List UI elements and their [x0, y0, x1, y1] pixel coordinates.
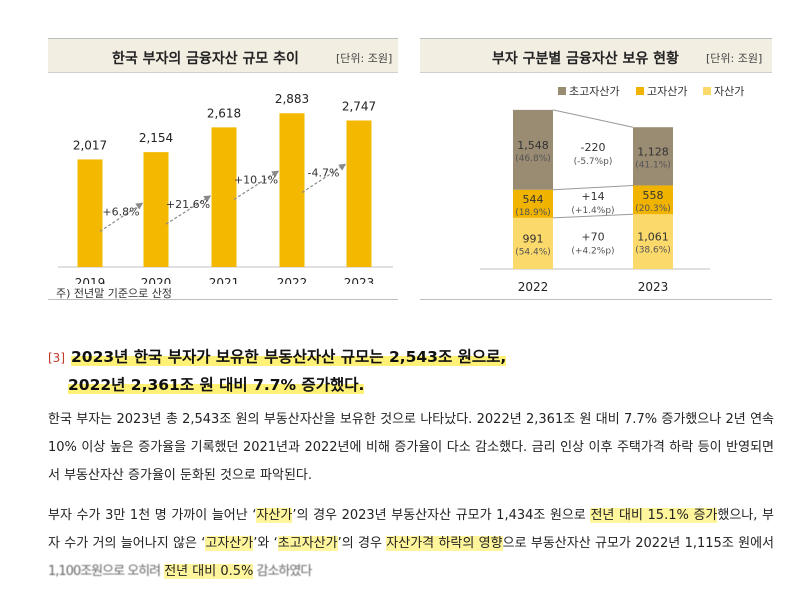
para-text: 으로 부동산자산 규모가 2022년 1,115조 원에서	[502, 536, 774, 551]
financial-assets-trend-chart: 한국 부자의 금융자산 규모 추이 [단위: 조원] 2,017 2019 2,15…	[48, 38, 398, 300]
stacked-bar-segment	[633, 185, 673, 215]
growth-arrow	[233, 170, 280, 200]
bar-value-label: 2,883	[275, 92, 309, 106]
bar-chart-svg: 2,017 2019 2,154 2020 2,618 2021 2,883 2022 2,74…	[58, 92, 393, 284]
stacked-bar-segment	[513, 109, 553, 190]
x-tick-label: 2023	[344, 276, 375, 284]
stacked-bar-chart-svg: 초고자산가 고자산가 자산가 991 (54.4%) 544 (18.9%) 1,548 (46…	[480, 85, 744, 294]
legend-label: 초고자산가	[569, 85, 620, 98]
change-value-label: +14	[581, 190, 604, 203]
segment-value-label: 558	[643, 189, 664, 202]
growth-arrow	[165, 195, 212, 225]
segment-share-label: (20.3%)	[635, 204, 671, 214]
x-tick-label: 2023	[638, 280, 669, 294]
bar-value-label: 2,017	[73, 138, 107, 152]
bar-value-label: 2,618	[207, 106, 241, 120]
chart-unit: [단위: 조원]	[706, 52, 763, 65]
highlight-text: 전년 대비 15.1% 증가	[590, 508, 718, 523]
highlight-text: 자산가격 하락의 영향	[386, 536, 503, 551]
segment-share-label: (54.4%)	[515, 247, 551, 257]
highlight-text: 전년 대비 0.5%	[164, 564, 254, 579]
bar	[143, 152, 169, 267]
legend-swatch	[558, 87, 566, 95]
body-paragraph-2: 부자 수가 3만 1천 명 가까이 늘어난 ‘자산가’의 경우 2023년 부동…	[48, 502, 774, 586]
bar-value-label: 2,154	[139, 131, 173, 145]
x-tick-label: 2022	[277, 276, 308, 284]
blurred-text: 1,100조원으로 오히려	[48, 564, 161, 579]
section-heading: [3] 2023년 한국 부자가 보유한 부동산자산 규모는 2,543조 원으로…	[48, 344, 507, 399]
chart-title: 부자 구분별 금융자산 보유 현황	[492, 51, 679, 67]
change-value-label: +70	[581, 231, 604, 244]
heading-line-1: 2023년 한국 부자가 보유한 부동산자산 규모는 2,543조 원으로,	[71, 348, 507, 366]
change-value-label: -220	[581, 141, 606, 154]
stacked-bar-segment	[633, 127, 673, 186]
bar	[211, 127, 237, 267]
change-share-label: (+1.4%p)	[571, 206, 614, 216]
segment-value-label: 544	[523, 193, 544, 206]
segment-value-label: 1,128	[637, 145, 669, 158]
bar	[77, 159, 103, 267]
body-paragraph-1: 한국 부자는 2023년 총 2,543조 원의 부동산자산을 보유한 것으로 …	[48, 412, 774, 483]
connector-line	[552, 184, 634, 191]
segment-share-label: (38.6%)	[635, 246, 671, 256]
legend-swatch	[636, 87, 644, 95]
growth-label: +10.1%	[234, 173, 278, 186]
para-text: ’와 ‘	[253, 536, 278, 551]
x-tick-label: 2022	[518, 280, 549, 294]
x-tick-label: 2019	[75, 276, 106, 284]
bar	[279, 113, 305, 267]
section-number: [3]	[48, 351, 65, 365]
growth-label: +6.8%	[102, 205, 139, 218]
segment-share-label: (46.8%)	[515, 154, 551, 164]
stacked-bar-segment	[513, 217, 553, 269]
growth-arrow	[301, 163, 347, 193]
blurred-text: 감소하였다	[253, 564, 312, 579]
change-share-label: (+4.2%p)	[571, 247, 614, 257]
legend-label: 자산가	[714, 85, 744, 98]
stacked-bar-segment	[633, 214, 673, 269]
segment-value-label: 1,061	[637, 231, 669, 244]
para-text: 부자 수가 3만 1천 명 가까이 늘어난 ‘	[48, 508, 257, 523]
x-tick-label: 2021	[209, 276, 240, 284]
connector-line	[552, 213, 634, 219]
asset-holdings-by-group-chart: 부자 구분별 금융자산 보유 현황 [단위: 조원] 초고자산가 고자산가 자산가 9…	[420, 38, 772, 300]
chart-header: 한국 부자의 금융자산 규모 추이 [단위: 조원]	[48, 39, 398, 73]
growth-arrow	[99, 202, 144, 232]
para-text: ’의 경우	[337, 536, 387, 551]
highlight-text: 초고자산가	[277, 536, 338, 551]
segment-value-label: 991	[523, 232, 544, 245]
chart-footnote: 주) 전년말 기준으로 산정	[56, 287, 172, 300]
stacked-bar-segment	[513, 189, 553, 218]
chart-unit: [단위: 조원]	[336, 52, 393, 65]
heading-line-2: 2022년 2,361조 원 대비 7.7% 증가했다.	[68, 376, 365, 394]
highlight-text: 자산가	[256, 508, 293, 523]
segment-share-label: (18.9%)	[515, 208, 551, 218]
growth-label: -4.7%	[308, 166, 340, 179]
legend-swatch	[703, 87, 711, 95]
segment-share-label: (41.1%)	[635, 160, 671, 170]
chart-header: 부자 구분별 금융자산 보유 현황 [단위: 조원]	[420, 39, 772, 73]
x-tick-label: 2020	[141, 276, 172, 284]
segment-value-label: 1,548	[517, 139, 549, 152]
change-share-label: (-5.7%p)	[574, 157, 613, 167]
connector-line	[552, 109, 634, 128]
para-text: 했으나, 부자 수가 거의 늘어나지 않은 ‘	[48, 508, 774, 551]
para-text: ’의 경우 2023년 부동산자산 규모가 1,434조 원으로	[292, 508, 591, 523]
chart-title: 한국 부자의 금융자산 규모 추이	[112, 51, 299, 67]
highlight-text: 고자산가	[205, 536, 254, 551]
growth-label: +21.6%	[166, 198, 210, 211]
bar	[346, 120, 372, 267]
legend-label: 고자산가	[647, 85, 687, 98]
bar-value-label: 2,747	[342, 99, 376, 113]
